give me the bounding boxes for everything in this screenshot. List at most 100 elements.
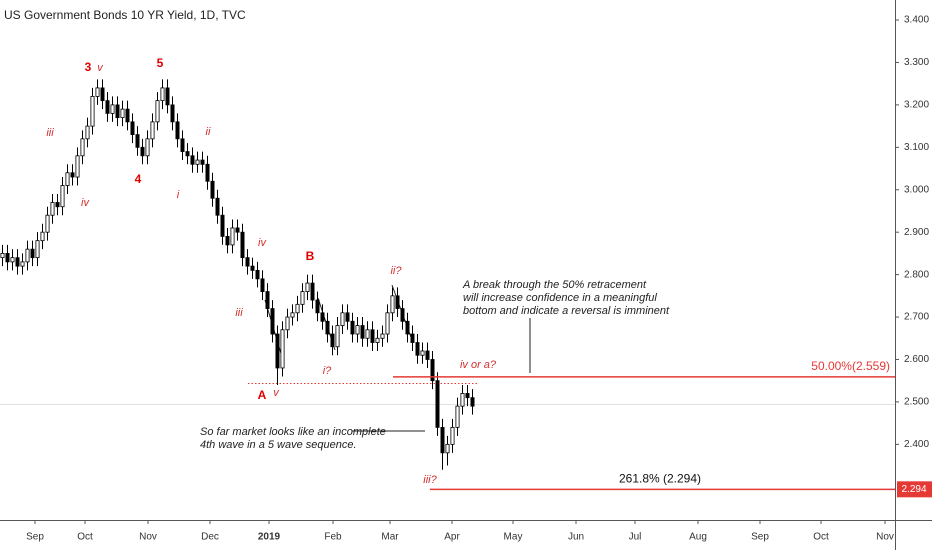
candle-body <box>420 350 425 356</box>
candle-body <box>290 312 295 318</box>
candle-body <box>190 155 195 165</box>
y-tick-label: 2.900 <box>904 227 929 238</box>
candle-body <box>310 282 315 301</box>
wave-label: i <box>177 189 180 201</box>
candle-body <box>425 350 430 360</box>
candle-body <box>115 104 120 119</box>
note-text: bottom and indicate a reversal is immine… <box>463 305 670 317</box>
candle-body <box>125 108 130 123</box>
candle-body <box>210 180 215 199</box>
wave-label: 3 <box>85 60 92 74</box>
candle-body <box>340 312 345 326</box>
wave-label: iii <box>46 127 54 139</box>
y-tick-label: 3.100 <box>904 142 929 153</box>
candle-body <box>445 443 450 454</box>
candle-body <box>5 253 10 263</box>
candle-body <box>405 320 410 335</box>
candle-body <box>0 253 5 259</box>
candle-body <box>110 104 115 114</box>
x-tick-label: May <box>504 532 523 543</box>
wave-label: ii? <box>390 265 402 277</box>
x-tick-label: Feb <box>324 532 342 543</box>
candle-body <box>400 308 405 322</box>
candle-body <box>430 359 435 382</box>
note-text: So far market looks like an incomplete <box>200 426 386 438</box>
x-tick-label: Aug <box>689 532 707 543</box>
candle-body <box>265 291 270 309</box>
candle-body <box>250 265 255 271</box>
candle-body <box>95 87 100 97</box>
candle-body <box>385 312 390 335</box>
candle-body <box>45 214 50 233</box>
candle-body <box>225 236 230 246</box>
x-tick-label: Nov <box>139 532 157 543</box>
candle-body <box>130 121 135 135</box>
x-tick-label: Oct <box>813 532 829 543</box>
note-text: 4th wave in a 5 wave sequence. <box>200 439 357 451</box>
candle-body <box>70 172 75 178</box>
candle-body <box>450 426 455 445</box>
candle-body <box>105 100 110 114</box>
y-tick-label: 2.500 <box>904 397 929 408</box>
wave-label: iv <box>81 197 90 209</box>
level-label: 261.8% (2.294) <box>619 471 701 485</box>
wave-label: A <box>258 388 267 402</box>
candle-body <box>60 185 65 208</box>
y-tick-label: 2.800 <box>904 269 929 280</box>
wave-label: 4 <box>135 172 142 186</box>
wave-label: iv or a? <box>460 359 497 371</box>
candle-body <box>395 295 400 309</box>
candle-body <box>260 278 265 292</box>
candle-body <box>50 202 55 216</box>
candle-body <box>65 172 70 186</box>
candle-body <box>255 269 260 280</box>
candle-body <box>90 96 95 127</box>
candle-body <box>165 87 170 106</box>
y-tick-label: 2.700 <box>904 312 929 323</box>
candle-body <box>80 138 85 157</box>
candle-body <box>75 155 80 178</box>
x-tick-label: Nov <box>876 532 894 543</box>
x-tick-label: 2019 <box>258 532 281 543</box>
y-tick-label: 3.200 <box>904 100 929 111</box>
candle-body <box>135 134 140 148</box>
x-tick-label: Dec <box>201 532 219 543</box>
note-text: will increase confidence in a meaningful <box>463 292 657 304</box>
price-label-box <box>897 481 932 498</box>
wave-label: v <box>97 62 104 74</box>
candle-body <box>150 121 155 140</box>
candle-body <box>215 197 220 216</box>
candle-body <box>305 282 310 292</box>
x-tick-label: Mar <box>381 532 399 543</box>
candle-body <box>455 405 460 428</box>
candle-body <box>85 125 90 140</box>
y-tick-label: 2.400 <box>904 439 929 450</box>
candle-body <box>370 329 375 343</box>
wave-label: iii <box>235 307 243 319</box>
candle-body <box>285 316 290 331</box>
candle-body <box>20 261 25 267</box>
candle-body <box>365 329 370 339</box>
wave-label: B <box>306 249 315 263</box>
candle-body <box>240 231 245 259</box>
candle-body <box>15 257 20 267</box>
candle-body <box>245 257 250 267</box>
candle-body <box>380 333 385 339</box>
candle-body <box>145 138 150 157</box>
candle-body <box>350 320 355 335</box>
note-text: A break through the 50% retracement <box>462 279 647 291</box>
candle-body <box>415 342 420 356</box>
candle-body <box>275 333 280 369</box>
candle-body <box>55 202 60 208</box>
candle-body <box>185 151 190 157</box>
candle-body <box>180 138 185 152</box>
candle-body <box>315 299 320 314</box>
candle-body <box>220 214 225 237</box>
candle-body <box>410 333 415 343</box>
chart-title: US Government Bonds 10 YR Yield, 1D, TVC <box>4 8 246 22</box>
y-tick-label: 2.600 <box>904 354 929 365</box>
candle-body <box>320 312 325 322</box>
candle-body <box>40 231 45 242</box>
